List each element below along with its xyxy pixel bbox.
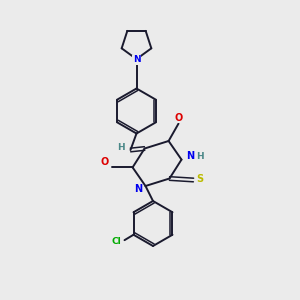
Text: O: O xyxy=(101,157,109,167)
Text: S: S xyxy=(196,174,204,184)
Text: Cl: Cl xyxy=(112,237,122,246)
Text: N: N xyxy=(133,55,140,64)
Text: N: N xyxy=(186,151,195,161)
Text: N: N xyxy=(134,184,142,194)
Text: H: H xyxy=(117,143,124,152)
Text: O: O xyxy=(175,112,183,123)
Text: H: H xyxy=(196,152,204,161)
